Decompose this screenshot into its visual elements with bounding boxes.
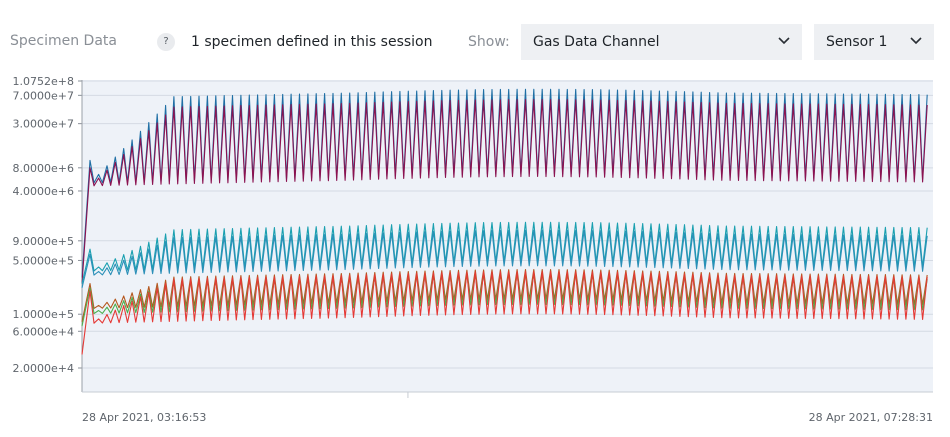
show-label: Show:	[468, 34, 510, 50]
toolbar: Specimen Data ? 1 specimen defined in th…	[0, 0, 950, 80]
y-tick-label: 6.0000e+4	[13, 325, 74, 338]
chevron-down-icon	[910, 37, 922, 45]
y-tick-label: 1.0000e+5	[13, 308, 74, 321]
sensor-dropdown-value: Sensor 1	[826, 34, 888, 50]
session-info-text: 1 specimen defined in this session	[191, 34, 433, 50]
y-tick-label: 8.0000e+6	[13, 162, 74, 175]
x-start-label: 28 Apr 2021, 03:16:53	[82, 411, 206, 424]
x-end-label: 28 Apr 2021, 07:28:31	[809, 411, 933, 424]
series-line[interactable]	[81, 99, 928, 284]
gas-data-chart[interactable]: 1.0752e+87.0000e+7 3.0000e+7 8.0000e+6 4.00…	[0, 70, 950, 433]
y-tick-label: 2.0000e+4	[13, 362, 74, 375]
help-icon[interactable]: ?	[157, 33, 175, 51]
series-line[interactable]	[81, 269, 928, 322]
y-tick-label: 9.0000e+5	[13, 235, 74, 248]
y-tick-label: 5.0000e+5	[13, 254, 74, 267]
sensor-dropdown[interactable]: Sensor 1	[814, 24, 934, 60]
chart-area: 1.0752e+8 7.0000e+7 3.0000e+7 8.0000e+6 4.00…	[0, 70, 950, 433]
channel-dropdown[interactable]: Gas Data Channel	[521, 24, 802, 60]
y-tick-label: 3.0000e+7	[13, 118, 74, 131]
channel-dropdown-value: Gas Data Channel	[533, 34, 660, 50]
series-line[interactable]	[81, 271, 928, 355]
y-tick-label: 4.0000e+6	[13, 185, 74, 198]
y-tick-label: 7.0000e+7	[13, 89, 74, 102]
chevron-down-icon	[778, 37, 790, 45]
series-line[interactable]	[81, 221, 928, 284]
series-line[interactable]	[81, 229, 928, 289]
y-tick-label: 1.0752e+8	[13, 75, 74, 88]
section-title: Specimen Data	[10, 33, 117, 49]
